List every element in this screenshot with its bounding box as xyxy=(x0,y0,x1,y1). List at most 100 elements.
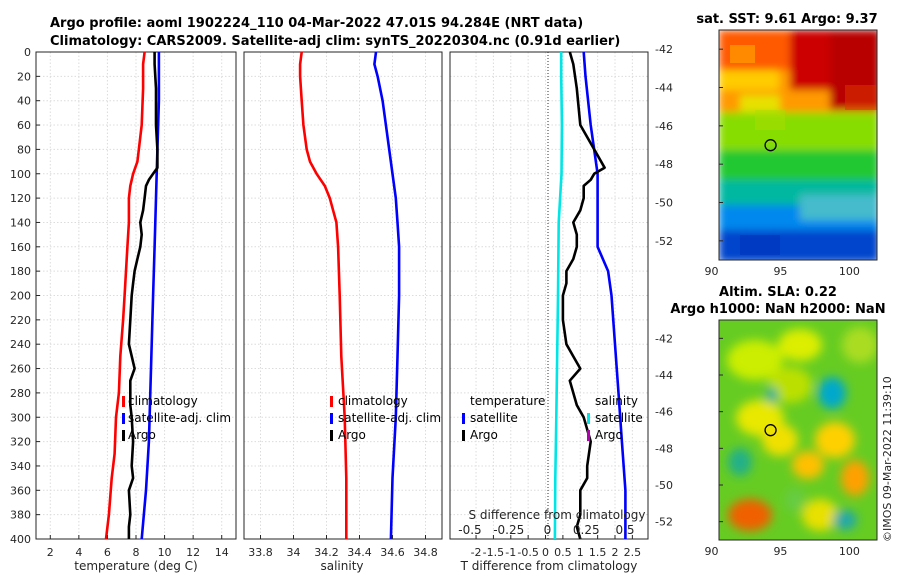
depth-tick-label: 400 xyxy=(10,533,31,546)
x-tick-label: 6 xyxy=(104,546,111,559)
series-line-satellite-adj-clim xyxy=(373,51,401,540)
series-line-satellite-adj-clim xyxy=(140,52,161,540)
sst-axes-box xyxy=(718,29,878,261)
sst-map-title: sat. SST: 9.61 Argo: 9.37 xyxy=(696,12,877,27)
top-tick-label: 0.25 xyxy=(573,523,600,537)
x-tick-label: 14 xyxy=(215,546,229,559)
x-tick-label: 2 xyxy=(612,546,619,559)
depth-tick-label: 300 xyxy=(10,411,31,424)
x-tick-label: -0.5 xyxy=(517,546,538,559)
lat-tick-label: -50 xyxy=(655,479,673,492)
x-tick-label: 34.4 xyxy=(347,546,372,559)
depth-tick-label: 180 xyxy=(10,265,31,278)
x-tick-label: -1 xyxy=(505,546,516,559)
sst-lat-tick-labels: -42 -44 -46 -48 -50 -52 xyxy=(655,43,723,248)
difference-legend-salinity: salinity satellite Argo xyxy=(587,394,643,442)
lat-tick-label: -44 xyxy=(655,369,673,382)
legend-swatch-t-argo xyxy=(462,430,465,441)
salinity-panel: 33.8 34 34.2 34.4 34.6 34.8 salinity climatol… xyxy=(243,51,443,573)
imos-watermark: ©IMOS 09-Mar-2022 11:39:10 xyxy=(881,376,894,542)
difference-panel: -2 -1.5 -1 -0.5 0 0.5 1 1.5 2 2.5 -0.5 -0.25 0 0.25 0… xyxy=(449,51,649,573)
top-tick-label: -0.5 xyxy=(458,523,481,537)
x-tick-label: -1.5 xyxy=(483,546,504,559)
lat-tick-label: -48 xyxy=(655,158,673,171)
x-tick-label: 10 xyxy=(158,546,172,559)
salinity-x-tick-labels: 33.8 34 34.2 34.4 34.6 34.8 xyxy=(248,535,438,559)
depth-tick-label: 20 xyxy=(17,70,31,83)
top-tick-label: 0 xyxy=(544,523,552,537)
top-tick-label: -0.25 xyxy=(493,523,524,537)
lat-tick-label: -46 xyxy=(655,406,673,419)
depth-tick-label: 120 xyxy=(10,192,31,205)
legend-label-argo: Argo xyxy=(128,428,156,442)
depth-tick-label: 160 xyxy=(10,241,31,254)
lon-tick-label: 95 xyxy=(773,545,787,558)
legend-label-s-satellite: satellite xyxy=(595,411,643,425)
x-tick-label: 34.8 xyxy=(413,546,438,559)
x-tick-label: 33.8 xyxy=(248,546,273,559)
sst-argo-position-marker xyxy=(764,139,777,152)
legend-label-t-satellite: satellite xyxy=(470,411,518,425)
x-tick-label: 2 xyxy=(47,546,54,559)
top-tick-label: 0.5 xyxy=(615,523,634,537)
series-line-t-satellite xyxy=(582,51,627,539)
temperature-grid xyxy=(36,51,236,540)
difference-series xyxy=(553,51,627,540)
sla-map-panel: Altim. SLA: 0.22 Argo h1000: NaN h2000: … xyxy=(655,285,886,558)
difference-top-tick-labels: -0.5 -0.25 0 0.25 0.5 xyxy=(458,523,634,537)
legend-swatch-s-satellite xyxy=(587,413,590,424)
sla-map-title-line1: Altim. SLA: 0.22 xyxy=(719,285,837,300)
depth-tick-label: 240 xyxy=(10,338,31,351)
difference-axes-box xyxy=(449,51,649,540)
sst-lon-tick-labels: 90 95 100 xyxy=(704,265,859,278)
legend-label-t-argo: Argo xyxy=(470,428,498,442)
difference-grid xyxy=(450,51,648,540)
x-tick-label: -2 xyxy=(471,546,482,559)
temperature-legend: climatology satellite-adj. clim Argo xyxy=(122,394,231,442)
series-line-climatology xyxy=(104,51,146,540)
difference-legend-temperature: temperature satellite Argo xyxy=(462,394,545,442)
legend-label-satellite: satellite-adj. clim xyxy=(338,411,441,425)
depth-tick-label: 80 xyxy=(17,143,31,156)
lat-tick-label: -42 xyxy=(655,332,673,345)
lat-tick-label: -44 xyxy=(655,82,673,95)
lon-tick-label: 90 xyxy=(704,545,718,558)
depth-tick-label: 200 xyxy=(10,290,31,303)
salinity-axes-box xyxy=(243,51,443,540)
temperature-x-label: temperature (deg C) xyxy=(74,559,197,573)
series-line-s-satellite xyxy=(553,52,564,540)
sla-axes-box xyxy=(718,319,878,541)
x-tick-label: 8 xyxy=(133,546,140,559)
x-tick-label: 12 xyxy=(186,546,200,559)
lon-tick-label: 100 xyxy=(839,545,860,558)
depth-tick-label: 280 xyxy=(10,387,31,400)
legend-swatch-satellite xyxy=(122,413,125,424)
figure-title-line2: Climatology: CARS2009. Satellite-adj cli… xyxy=(50,34,620,49)
lon-tick-label: 95 xyxy=(773,265,787,278)
depth-tick-label: 40 xyxy=(17,95,31,108)
lat-tick-label: -42 xyxy=(655,43,673,56)
depth-tick-label: 0 xyxy=(24,46,31,59)
lat-tick-label: -50 xyxy=(655,197,673,210)
lat-tick-label: -46 xyxy=(655,120,673,133)
depth-tick-label: 220 xyxy=(10,314,31,327)
x-tick-label: 1.5 xyxy=(589,546,607,559)
legend-swatch-satellite xyxy=(330,413,333,424)
legend-swatch-argo xyxy=(330,430,333,441)
sla-argo-position-marker xyxy=(764,424,777,437)
series-line-argo xyxy=(127,52,159,539)
lat-tick-label: -52 xyxy=(655,516,673,529)
sla-heatmap xyxy=(719,320,877,540)
legend-title-temperature: temperature xyxy=(470,394,545,408)
salinity-grid xyxy=(244,51,442,540)
series-line-t-argo xyxy=(561,51,606,540)
sla-lon-tick-labels: 90 95 100 xyxy=(704,545,859,558)
lon-tick-label: 90 xyxy=(704,265,718,278)
depth-tick-label: 360 xyxy=(10,484,31,497)
sla-map-title-line2: Argo h1000: NaN h2000: NaN xyxy=(670,302,885,317)
depth-tick-label: 60 xyxy=(17,119,31,132)
salinity-x-label: salinity xyxy=(320,559,363,573)
salinity-series xyxy=(298,51,401,540)
legend-title-salinity: salinity xyxy=(595,394,638,408)
